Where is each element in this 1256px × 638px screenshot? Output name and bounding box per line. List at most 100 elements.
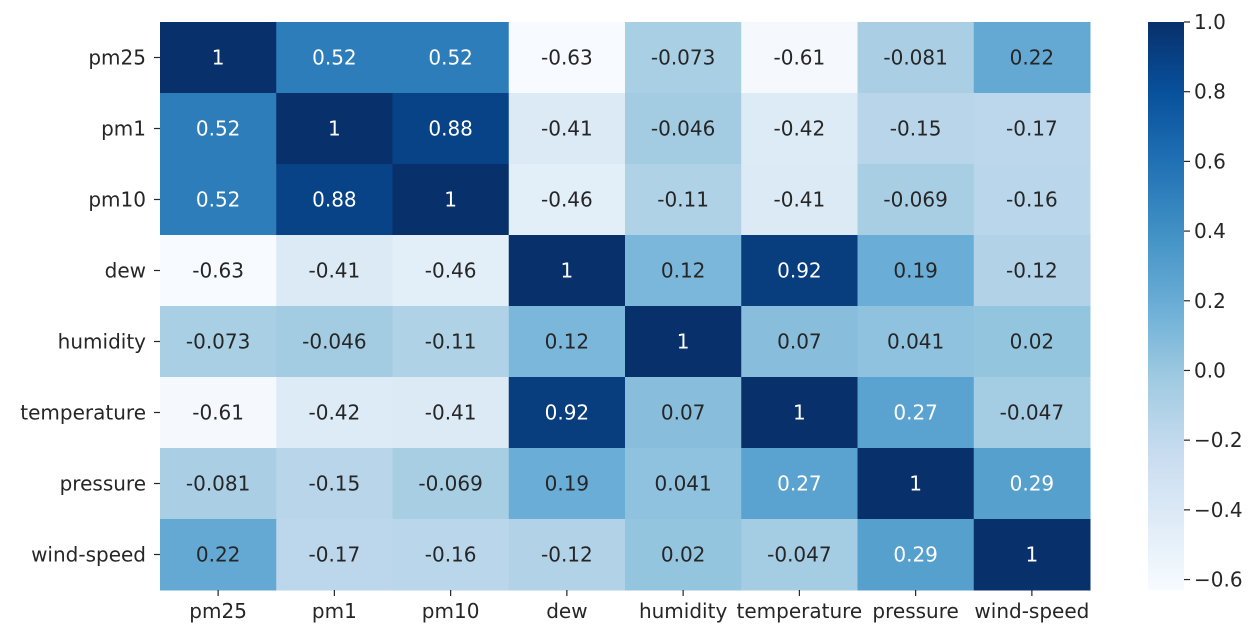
cell-annotation-pm10-humidity: -0.11 <box>657 188 709 212</box>
cell-annotation-pm1-pm25: 0.52 <box>196 117 241 141</box>
heatmap-cell-wind-speed-dew <box>508 519 626 591</box>
cell-annotation-wind-speed-dew: -0.12 <box>541 543 593 567</box>
cell-annotation-pressure-pm1: -0.15 <box>309 472 361 496</box>
colorbar-ticks: 1.0 0.8 0.6 0.4 0.2 0.0 −0.2 −0.4 −0.6 <box>1184 10 1243 592</box>
heatmap-cell-wind-speed-pm1 <box>276 519 393 591</box>
heatmap-cell-pm25-pm25 <box>160 22 277 94</box>
cell-annotation-dew-pm1: -0.41 <box>309 259 361 283</box>
cell-annotation-humidity-pressure: 0.041 <box>887 330 944 354</box>
heatmap-cell-humidity-pm10 <box>392 306 510 378</box>
heatmap-cell-pm25-pm10 <box>392 22 510 94</box>
cell-annotation-pm1-dew: -0.41 <box>541 117 593 141</box>
cell-annotation-pressure-temperature: 0.27 <box>777 472 822 496</box>
heatmap-cell-pm25-temperature <box>741 22 858 94</box>
heatmap-cell-pressure-dew <box>508 448 626 520</box>
cell-annotation-temperature-pm10: -0.41 <box>425 401 477 425</box>
y-label-pressure: pressure <box>60 472 146 496</box>
heatmap-cell-temperature-dew <box>508 377 626 449</box>
cell-annotation-dew-dew: 1 <box>561 259 574 283</box>
cell-annotation-pm25-humidity: -0.073 <box>651 46 715 70</box>
heatmap-cell-pm1-temperature <box>741 93 858 165</box>
cell-annotation-dew-wind-speed: -0.12 <box>1006 259 1058 283</box>
colorbar-tick-label: −0.6 <box>1194 568 1243 592</box>
colorbar-tick-label: 0.4 <box>1194 219 1226 243</box>
cell-annotation-pressure-humidity: 0.041 <box>654 472 711 496</box>
heatmap-cell-pm1-pm25 <box>160 93 277 165</box>
cell-annotation-temperature-pm25: -0.61 <box>192 401 244 425</box>
cell-annotation-pm25-pm10: 0.52 <box>428 46 473 70</box>
heatmap-cell-pm10-temperature <box>741 164 858 236</box>
heatmap-cell-wind-speed-pm10 <box>392 519 510 591</box>
heatmap-cell-wind-speed-temperature <box>741 519 858 591</box>
cell-annotation-wind-speed-pressure: 0.29 <box>893 543 938 567</box>
x-label-dew: dew <box>546 599 587 623</box>
heatmap-cell-wind-speed-pm25 <box>160 519 277 591</box>
heatmap-cells <box>160 22 1091 591</box>
heatmap-cell-pressure-temperature <box>741 448 858 520</box>
heatmap-cell-humidity-pressure <box>857 306 975 378</box>
heatmap-cell-dew-dew <box>508 235 626 307</box>
cell-annotation-pm25-pm1: 0.52 <box>312 46 357 70</box>
heatmap-cell-temperature-pm1 <box>276 377 393 449</box>
colorbar-gradient <box>1148 22 1184 590</box>
cell-annotation-pressure-pm25: -0.081 <box>186 472 250 496</box>
cell-annotation-temperature-temperature: 1 <box>793 401 806 425</box>
cell-annotation-humidity-pm10: -0.11 <box>425 330 477 354</box>
cell-annotation-pm25-wind-speed: 0.22 <box>1010 46 1055 70</box>
cell-annotation-pm25-pm25: 1 <box>212 46 225 70</box>
heatmap-cell-dew-wind-speed <box>973 235 1091 307</box>
y-label-pm25: pm25 <box>88 46 146 70</box>
heatmap-cell-pm10-dew <box>508 164 626 236</box>
cell-annotation-humidity-dew: 0.12 <box>545 330 590 354</box>
heatmap-cell-dew-pm25 <box>160 235 277 307</box>
heatmap-cell-dew-pm10 <box>392 235 510 307</box>
heatmap-cell-pm25-wind-speed <box>973 22 1091 94</box>
cell-annotation-pressure-pressure: 1 <box>909 472 922 496</box>
cell-annotation-pm25-dew: -0.63 <box>541 46 593 70</box>
x-label-humidity: humidity <box>639 599 727 623</box>
heatmap-cell-temperature-pressure <box>857 377 975 449</box>
cell-annotation-pm10-pm25: 0.52 <box>196 188 241 212</box>
heatmap-cell-humidity-pm1 <box>276 306 393 378</box>
x-label-pm25: pm25 <box>189 599 247 623</box>
cell-annotation-pm10-pressure: -0.069 <box>883 188 947 212</box>
heatmap-cell-humidity-temperature <box>741 306 858 378</box>
heatmap-cell-wind-speed-pressure <box>857 519 975 591</box>
heatmap-cell-pressure-wind-speed <box>973 448 1091 520</box>
x-label-pm10: pm10 <box>422 599 480 623</box>
y-label-pm1: pm1 <box>101 117 146 141</box>
cell-annotation-dew-humidity: 0.12 <box>661 259 706 283</box>
heatmap-cell-pm1-pressure <box>857 93 975 165</box>
cell-annotation-pm10-wind-speed: -0.16 <box>1006 188 1058 212</box>
cell-annotation-temperature-dew: 0.92 <box>545 401 590 425</box>
heatmap-cell-pressure-pm1 <box>276 448 393 520</box>
heatmap-cell-pm1-humidity <box>625 93 742 165</box>
heatmap-cell-pm1-dew <box>508 93 626 165</box>
cell-annotation-humidity-wind-speed: 0.02 <box>1010 330 1055 354</box>
cell-annotation-pm10-dew: -0.46 <box>541 188 593 212</box>
heatmap-cell-pm10-wind-speed <box>973 164 1091 236</box>
cell-annotation-temperature-pm1: -0.42 <box>309 401 361 425</box>
heatmap-cell-pressure-pm25 <box>160 448 277 520</box>
heatmap-cell-temperature-pm25 <box>160 377 277 449</box>
cell-annotation-pressure-dew: 0.19 <box>545 472 590 496</box>
heatmap-cell-pm25-pm1 <box>276 22 393 94</box>
cell-annotation-wind-speed-wind-speed: 1 <box>1026 543 1039 567</box>
y-label-temperature: temperature <box>20 401 146 425</box>
x-label-wind-speed: wind-speed <box>974 599 1089 623</box>
cell-annotation-wind-speed-pm1: -0.17 <box>309 543 361 567</box>
x-label-pressure: pressure <box>872 599 958 623</box>
y-label-pm10: pm10 <box>88 188 146 212</box>
colorbar-tick-label: 0.6 <box>1194 149 1226 173</box>
x-label-temperature: temperature <box>737 599 863 623</box>
cell-annotation-pm10-pm10: 1 <box>444 188 457 212</box>
cell-annotation-humidity-humidity: 1 <box>677 330 690 354</box>
cell-annotation-pm10-pm1: 0.88 <box>312 188 357 212</box>
cell-annotations: 1 0.52 0.52 -0.63 -0.073 -0.61 -0.081 0.22 0.52 1… <box>186 46 1064 567</box>
cell-annotation-pressure-pm10: -0.069 <box>418 472 482 496</box>
colorbar-tick-label: −0.4 <box>1194 498 1243 522</box>
cell-annotation-wind-speed-pm10: -0.16 <box>425 543 477 567</box>
cell-annotation-pm1-pm1: 1 <box>328 117 341 141</box>
heatmap-cell-pm25-dew <box>508 22 626 94</box>
colorbar-tick-label: 0.8 <box>1194 80 1226 104</box>
